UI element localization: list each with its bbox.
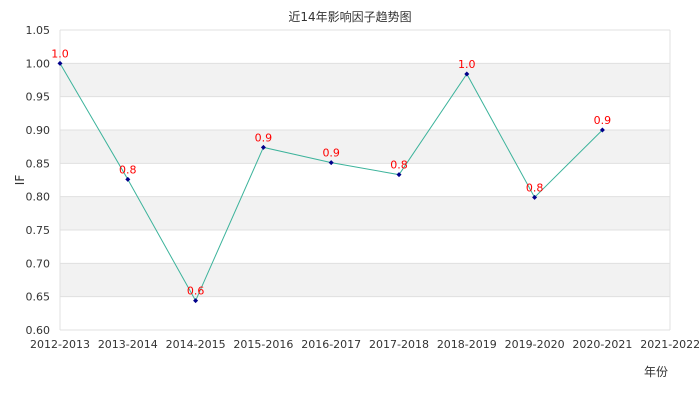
data-label: 1.0	[458, 58, 476, 71]
y-tick-label: 0.95	[26, 91, 51, 104]
data-label: 0.9	[255, 131, 273, 144]
x-axis-ticks: 2012-2013 2013-2014 2014-2015 2015-2016 2016…	[30, 338, 700, 351]
y-tick-label: 0.60	[26, 324, 51, 337]
band	[60, 63, 670, 97]
band	[60, 130, 670, 164]
y-tick-label: 0.70	[26, 257, 51, 270]
data-marker	[193, 298, 199, 304]
y-tick-label: 1.00	[26, 57, 51, 70]
data-marker	[532, 194, 538, 200]
chart-title: 近14年影响因子趋势图	[288, 9, 411, 24]
data-markers	[57, 60, 605, 304]
background-bands	[60, 63, 670, 297]
grid-lines	[59, 29, 671, 331]
x-tick-label: 2015-2016	[233, 338, 293, 351]
data-label: 0.9	[594, 114, 612, 127]
y-tick-label: 0.80	[26, 191, 51, 204]
data-marker	[464, 71, 470, 77]
y-tick-label: 0.85	[26, 157, 51, 170]
x-tick-label: 2016-2017	[301, 338, 361, 351]
data-marker	[260, 144, 266, 150]
x-tick-label: 2019-2020	[505, 338, 565, 351]
y-tick-label: 0.75	[26, 224, 51, 237]
x-tick-label: 2014-2015	[166, 338, 226, 351]
data-marker	[125, 176, 131, 182]
band	[60, 263, 670, 297]
data-label: 0.8	[390, 159, 408, 172]
x-tick-label: 2012-2013	[30, 338, 90, 351]
x-tick-label: 2018-2019	[437, 338, 497, 351]
data-label: 0.8	[526, 181, 544, 194]
band	[60, 196, 670, 230]
y-tick-label: 0.90	[26, 124, 51, 137]
data-label: 1.0	[51, 47, 69, 60]
data-marker	[396, 172, 402, 178]
y-axis-label: IF	[13, 175, 27, 186]
data-marker	[328, 160, 334, 166]
x-axis-label: 年份	[644, 365, 668, 379]
y-tick-label: 1.05	[26, 24, 51, 37]
data-label: 0.6	[187, 285, 205, 298]
x-tick-label: 2020-2021	[572, 338, 632, 351]
y-tick-label: 0.65	[26, 291, 51, 304]
y-axis-ticks: 0.60 0.65 0.70 0.75 0.80 0.85 0.90 0.95 1.00 1.05	[26, 24, 51, 337]
data-label: 0.8	[119, 163, 137, 176]
x-tick-label: 2021-2022	[640, 338, 700, 351]
x-tick-label: 2017-2018	[369, 338, 429, 351]
x-tick-label: 2013-2014	[98, 338, 158, 351]
data-marker	[599, 127, 605, 133]
data-labels: 1.0 0.8 0.6 0.9 0.9 0.8 1.0 0.8 0.9	[51, 47, 611, 297]
data-marker	[57, 60, 63, 66]
data-label: 0.9	[322, 147, 340, 160]
